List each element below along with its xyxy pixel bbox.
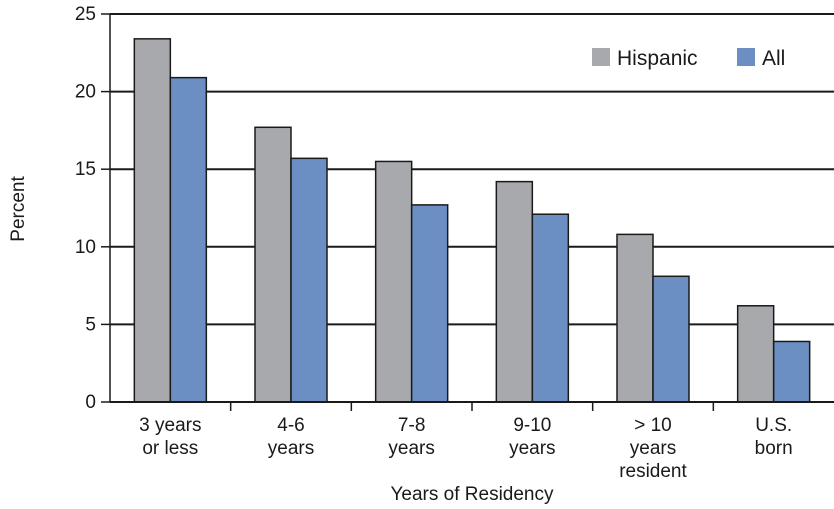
x-tick-label: 3 years xyxy=(139,415,201,436)
legend-label-all: All xyxy=(762,47,785,70)
y-tick-label: 10 xyxy=(75,237,96,258)
x-tick-label: years xyxy=(509,438,555,459)
x-tick-label: 9-10 xyxy=(513,415,551,436)
x-tick-label: or less xyxy=(142,438,198,459)
x-tick-label: U.S. xyxy=(755,415,792,436)
bar-all xyxy=(290,157,328,403)
legend-swatch-hispanic xyxy=(592,48,610,66)
x-tick-label: 4-6 xyxy=(277,415,304,436)
bar-hispanic xyxy=(374,160,413,403)
bar-hispanic xyxy=(254,126,292,403)
legend: Hispanic All xyxy=(592,47,785,70)
x-tick-label: years xyxy=(630,438,676,459)
x-axis-title: Years of Residency xyxy=(390,484,554,505)
y-tick-labels: 0 5 10 15 20 25 xyxy=(75,4,96,413)
bar-hispanic xyxy=(736,305,775,403)
gridlines xyxy=(110,13,834,326)
bar-hispanic xyxy=(616,233,654,403)
y-tick-label: 0 xyxy=(85,392,96,413)
x-tick-label: > 10 xyxy=(634,415,672,436)
y-tick-label: 25 xyxy=(75,4,96,25)
x-tick-label: resident xyxy=(619,461,687,482)
x-tick-label: years xyxy=(388,438,434,459)
y-tick-label: 20 xyxy=(75,82,96,103)
bar-all xyxy=(531,213,570,403)
x-tick-label: born xyxy=(755,438,793,459)
y-tick-label: 5 xyxy=(85,314,96,335)
y-axis-title: Percent xyxy=(8,176,29,242)
axes xyxy=(101,13,834,411)
bar-hispanic xyxy=(133,38,172,403)
bar-all xyxy=(410,204,449,403)
x-tick-label: years xyxy=(268,438,314,459)
bar-all xyxy=(772,340,811,403)
bar-all xyxy=(169,76,208,403)
legend-swatch-all xyxy=(737,48,755,66)
bars xyxy=(133,38,811,403)
bar-hispanic xyxy=(495,180,534,403)
y-tick-label: 15 xyxy=(75,159,96,180)
x-tick-label: 7-8 xyxy=(398,415,425,436)
legend-label-hispanic: Hispanic xyxy=(617,47,698,70)
bar-all xyxy=(652,275,690,403)
